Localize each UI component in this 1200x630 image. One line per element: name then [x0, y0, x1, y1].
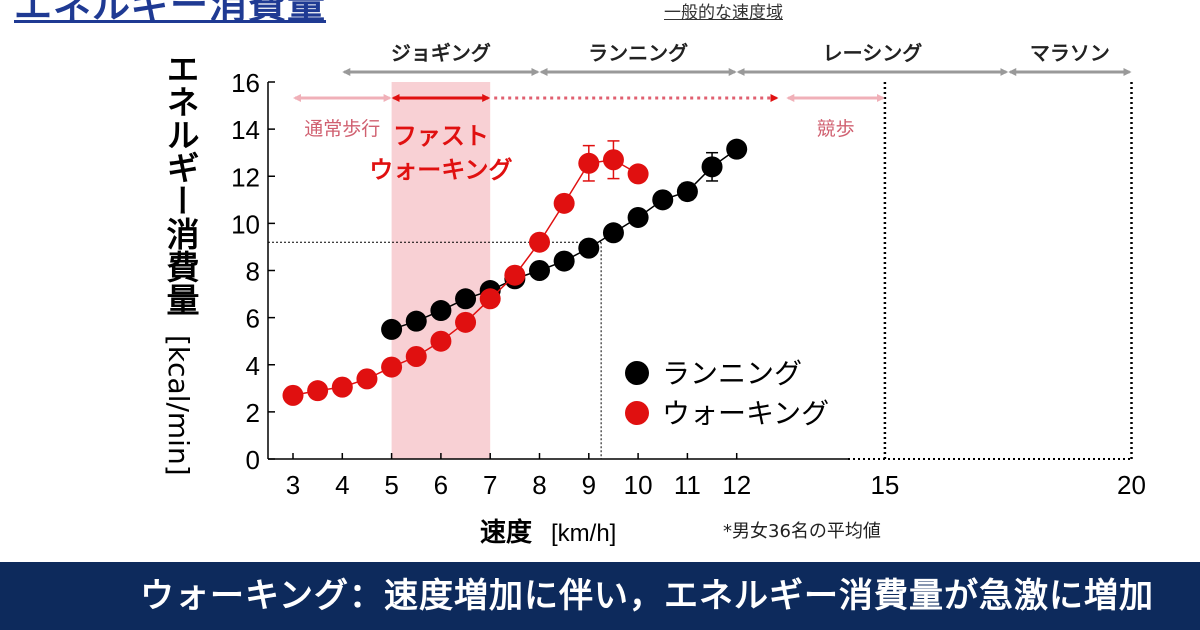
- data-point: [504, 264, 526, 286]
- legend-marker: [625, 401, 649, 425]
- x-tick-label: 4: [335, 470, 349, 500]
- y-tick-label: 6: [246, 304, 260, 334]
- x-tick-label: 15: [870, 470, 899, 500]
- data-point: [726, 138, 748, 160]
- range-label: 一般的な速度域: [664, 3, 783, 23]
- x-tick-label: 3: [286, 470, 300, 500]
- data-point: [405, 346, 427, 368]
- y-tick-label: 4: [246, 351, 260, 381]
- data-point: [529, 260, 550, 281]
- y-tick-label: 2: [246, 398, 260, 428]
- y-axis-unit: [kcal/min]: [162, 335, 195, 476]
- note-text: *男女36名の平均値: [723, 521, 881, 542]
- legend-marker: [625, 361, 649, 385]
- walking-category-label: ウォーキング: [369, 156, 512, 184]
- data-point: [529, 231, 550, 253]
- data-point: [602, 149, 624, 171]
- walking-category-label: 通常歩行: [304, 118, 380, 140]
- data-point: [553, 250, 575, 272]
- x-tick-label: 8: [532, 470, 546, 500]
- y-tick-label: 12: [231, 162, 260, 192]
- data-point: [331, 376, 353, 398]
- fast-walking-band: [391, 82, 491, 459]
- data-point: [455, 288, 477, 310]
- data-point: [676, 181, 698, 203]
- x-tick-label: 5: [384, 470, 398, 500]
- footer-bar: [0, 562, 1200, 630]
- data-point: [627, 163, 649, 185]
- x-tick-label: 11: [674, 470, 701, 500]
- footer-text: ウォーキング：速度増加に伴い，エネルギー消費量が急激に増加: [140, 576, 1154, 616]
- data-point: [701, 156, 723, 178]
- data-point: [381, 318, 403, 340]
- y-tick-label: 10: [231, 209, 260, 239]
- data-point: [430, 330, 452, 352]
- x-axis-unit: [km/h]: [551, 520, 616, 547]
- y-tick-label: 14: [231, 115, 260, 145]
- x-tick-label: 10: [624, 470, 653, 500]
- data-point: [479, 288, 501, 310]
- data-point: [652, 189, 674, 211]
- walking-category-label: ファスト: [393, 122, 489, 150]
- data-point: [307, 380, 329, 402]
- legend-label: ランニング: [662, 357, 802, 390]
- y-tick-label: 16: [231, 68, 260, 98]
- x-tick-label: 7: [483, 470, 497, 500]
- data-point: [578, 152, 600, 174]
- data-point: [553, 192, 575, 214]
- data-point: [356, 368, 378, 390]
- data-point: [282, 384, 304, 406]
- data-point: [381, 356, 403, 378]
- legend-label: ウォーキング: [662, 397, 829, 430]
- x-axis-title: 速度: [480, 517, 532, 548]
- x-tick-label: 12: [722, 470, 751, 500]
- data-point: [602, 222, 624, 244]
- running-category-label: ランニング: [588, 41, 688, 65]
- data-point: [455, 311, 477, 333]
- running-category-label: レーシング: [823, 41, 923, 65]
- y-tick-label: 8: [246, 257, 260, 287]
- walking-category-label: 競歩: [817, 118, 855, 140]
- data-point: [405, 310, 427, 332]
- y-tick-label: 0: [246, 445, 260, 475]
- running-category-label: ジョギング: [391, 41, 491, 65]
- x-tick-label: 6: [434, 470, 448, 500]
- running-category-label: マラソン: [1030, 41, 1110, 65]
- x-tick-label: 9: [582, 470, 596, 500]
- data-point: [578, 237, 600, 259]
- page-title: エネルギー消費量: [14, 0, 327, 27]
- y-axis-title: エネルギー消費量: [161, 52, 200, 316]
- x-tick-label: 20: [1117, 470, 1146, 500]
- data-point: [430, 300, 452, 322]
- data-point: [627, 206, 649, 228]
